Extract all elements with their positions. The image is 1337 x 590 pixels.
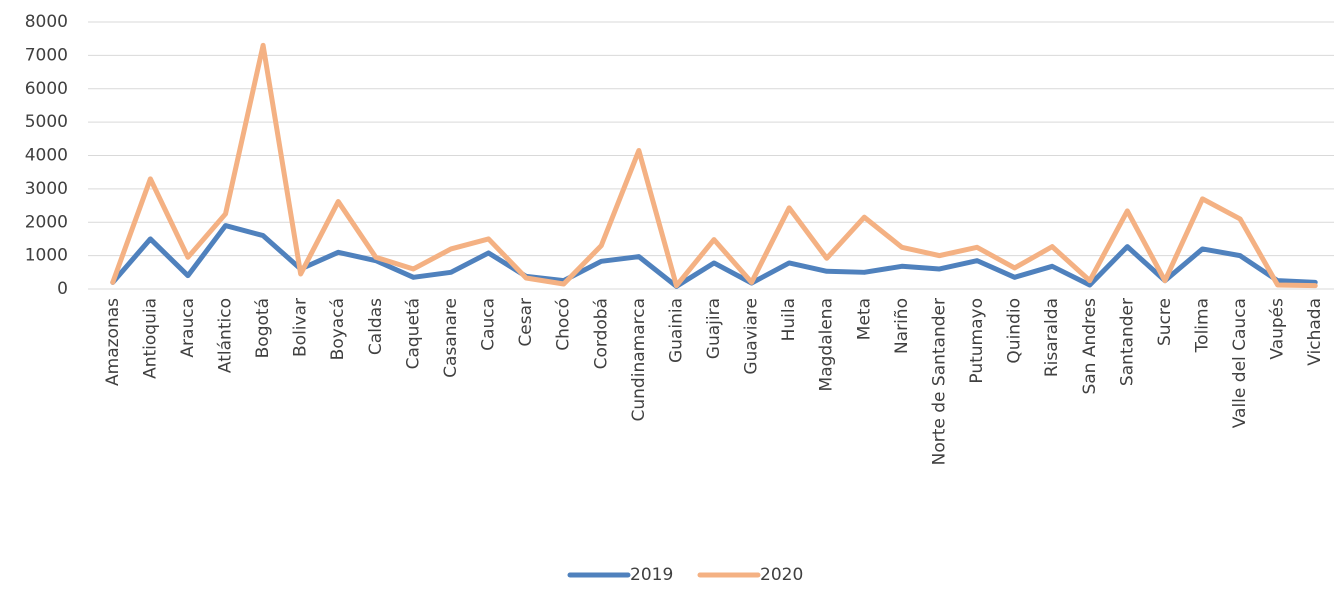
x-tick-label: Atlántico: [216, 298, 236, 373]
x-tick-label: Cesar: [516, 298, 536, 347]
x-tick-label: Nariño: [892, 298, 912, 354]
x-tick-label: Valle del Cauca: [1230, 298, 1250, 428]
x-tick-label: Sucre: [1155, 298, 1175, 346]
x-tick-label: Arauca: [178, 298, 198, 358]
x-tick-label: Bogotá: [253, 298, 273, 358]
x-tick-label: Guaviare: [742, 298, 762, 375]
x-tick-label: Caldas: [366, 298, 386, 355]
x-tick-label: Magdalena: [817, 298, 837, 391]
y-tick-label: 4000: [25, 146, 68, 166]
x-tick-label: Risaralda: [1042, 298, 1062, 377]
series-line: [110, 223, 1318, 289]
x-tick-label: Putumayo: [967, 298, 987, 384]
x-tick-label: Norte de Santander: [929, 298, 949, 465]
y-tick-label: 3000: [25, 179, 68, 199]
x-tick-label: Guajira: [704, 298, 724, 359]
y-tick-label: 0: [57, 279, 68, 299]
x-tick-label: Santander: [1117, 298, 1137, 386]
x-tick-label: Amazonas: [103, 298, 123, 386]
y-tick-label: 5000: [25, 112, 68, 132]
y-tick-label: 7000: [25, 45, 68, 65]
y-tick-label: 8000: [25, 12, 68, 32]
x-tick-label: Vichada: [1305, 298, 1325, 366]
x-tick-label: Cordobá: [591, 298, 611, 369]
legend-label: 2020: [760, 565, 803, 585]
x-tick-label: Tolima: [1192, 298, 1212, 353]
y-tick-label: 6000: [25, 79, 68, 99]
x-tick-label: Cundinamarca: [629, 298, 649, 421]
y-tick-label: 1000: [25, 246, 68, 266]
x-tick-label: Antioquia: [140, 298, 160, 379]
x-tick-label: Guainia: [666, 298, 686, 363]
series-line: [110, 42, 1318, 289]
y-tick-label: 2000: [25, 212, 68, 232]
x-tick-label: San Andres: [1080, 298, 1100, 395]
x-tick-label: Meta: [854, 298, 874, 340]
x-tick-label: Bolivar: [291, 298, 311, 357]
x-tick-label: Caquetá: [403, 298, 423, 369]
x-tick-label: Casanare: [441, 298, 461, 378]
legend-label: 2019: [630, 565, 673, 585]
x-tick-label: Huila: [779, 298, 799, 341]
x-tick-label: Quindio: [1005, 298, 1025, 364]
x-tick-label: Vaupés: [1268, 298, 1288, 360]
x-tick-label: Chocó: [554, 298, 574, 351]
x-tick-label: Boyacá: [328, 298, 348, 360]
x-tick-label: Cauca: [479, 298, 499, 351]
